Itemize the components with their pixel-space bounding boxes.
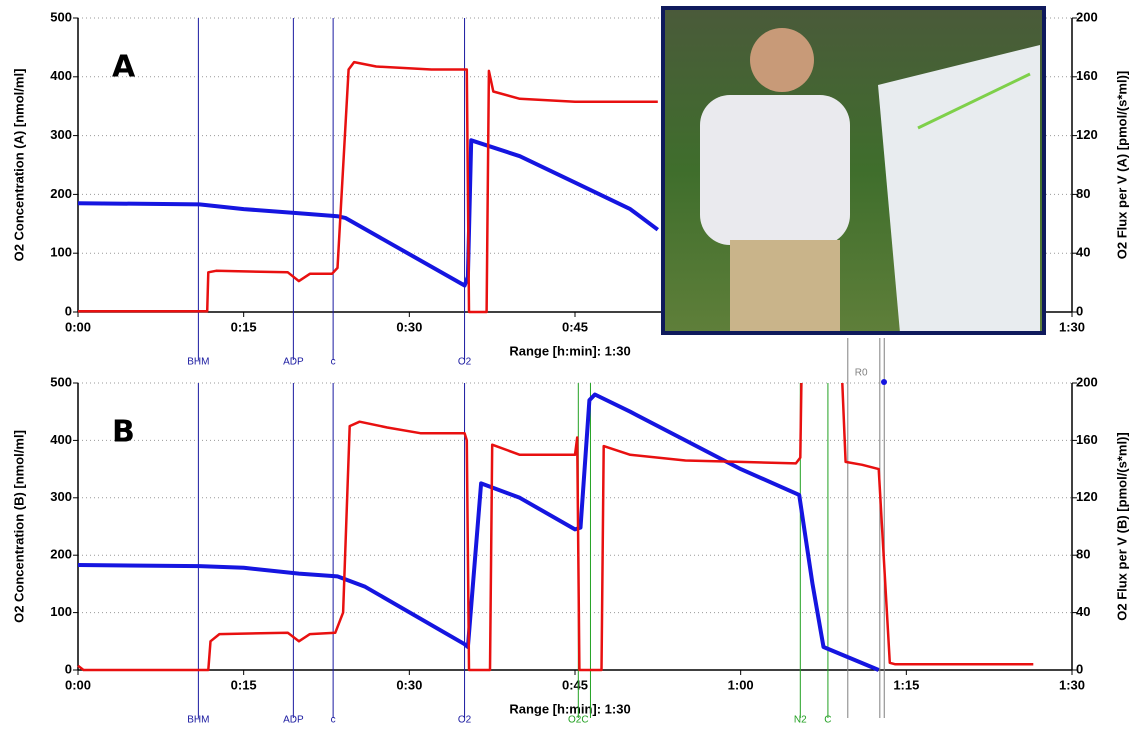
event-label: O2 xyxy=(458,715,472,726)
y-tick-label: 300 xyxy=(50,489,72,504)
x-tick-label: 0:45 xyxy=(562,319,588,334)
y-tick-label: 0 xyxy=(65,303,72,318)
y-tick-label: 400 xyxy=(50,432,72,447)
event-label: R0 xyxy=(855,368,868,379)
y2-tick-label: 200 xyxy=(1076,374,1098,389)
y2-axis-label: O2 Flux per V (A) [pmol/(s*ml)] xyxy=(1114,71,1129,260)
photo-frame xyxy=(661,6,1046,335)
y-tick-label: 500 xyxy=(50,374,72,389)
y-tick-label: 100 xyxy=(50,245,72,260)
x-tick-label: 0:00 xyxy=(65,319,91,334)
x-tick-label: 0:15 xyxy=(231,677,257,692)
x-axis-label: Range [h:min]: 1:30 xyxy=(509,701,630,716)
x-tick-label: 0:45 xyxy=(562,677,588,692)
y2-tick-label: 0 xyxy=(1076,661,1083,676)
y-tick-label: 200 xyxy=(50,547,72,562)
head xyxy=(750,28,814,92)
y-tick-label: 200 xyxy=(50,186,72,201)
y2-tick-label: 80 xyxy=(1076,547,1090,562)
y2-tick-label: 80 xyxy=(1076,186,1090,201)
shirt xyxy=(700,95,850,245)
event-label: BHM xyxy=(187,357,209,368)
y2-tick-label: 120 xyxy=(1076,127,1098,142)
x-tick-label: 0:30 xyxy=(396,677,422,692)
event-label: c xyxy=(331,357,336,368)
x-tick-label: 0:30 xyxy=(396,319,422,334)
data-line xyxy=(77,138,659,288)
x-tick-label: 1:30 xyxy=(1059,319,1085,334)
y-axis-label: O2 Concentration (A) [nmol/ml] xyxy=(11,69,26,262)
data-line xyxy=(77,382,1034,672)
photo xyxy=(661,6,1046,335)
y-tick-label: 400 xyxy=(50,68,72,83)
event-label: BHM xyxy=(187,715,209,726)
x-tick-label: 1:30 xyxy=(1059,677,1085,692)
event-label: C xyxy=(824,715,831,726)
y2-axis-label: O2 Flux per V (B) [pmol/(s*ml)] xyxy=(1114,432,1129,621)
x-tick-label: 0:00 xyxy=(65,677,91,692)
y-tick-label: 100 xyxy=(50,604,72,619)
panel-title: B xyxy=(112,415,135,450)
x-tick-label: 1:15 xyxy=(893,677,919,692)
data-line xyxy=(78,60,658,314)
panel-title: A xyxy=(112,50,136,85)
board-line xyxy=(917,72,1031,130)
y2-tick-label: 200 xyxy=(1076,9,1098,24)
event-label: ADP xyxy=(283,715,304,726)
marker-dot xyxy=(881,379,887,385)
x-tick-label: 1:00 xyxy=(728,677,754,692)
y-tick-label: 300 xyxy=(50,127,72,142)
event-label: c xyxy=(331,715,336,726)
y2-tick-label: 120 xyxy=(1076,489,1098,504)
x-axis-label: Range [h:min]: 1:30 xyxy=(509,343,630,358)
trousers xyxy=(730,240,840,333)
y-tick-label: 500 xyxy=(50,9,72,24)
y-axis-label: O2 Concentration (B) [nmol/ml] xyxy=(11,430,26,623)
y2-tick-label: 0 xyxy=(1076,303,1083,318)
event-label: ADP xyxy=(283,357,304,368)
y2-tick-label: 160 xyxy=(1076,68,1098,83)
event-label: O2C xyxy=(568,715,589,726)
y2-tick-label: 160 xyxy=(1076,432,1098,447)
event-label: N2 xyxy=(794,715,807,726)
flipchart xyxy=(878,45,1040,333)
event-label: O2 xyxy=(458,357,472,368)
x-tick-label: 0:15 xyxy=(231,319,257,334)
y-tick-label: 0 xyxy=(65,661,72,676)
y2-tick-label: 40 xyxy=(1076,604,1090,619)
y2-tick-label: 40 xyxy=(1076,245,1090,260)
